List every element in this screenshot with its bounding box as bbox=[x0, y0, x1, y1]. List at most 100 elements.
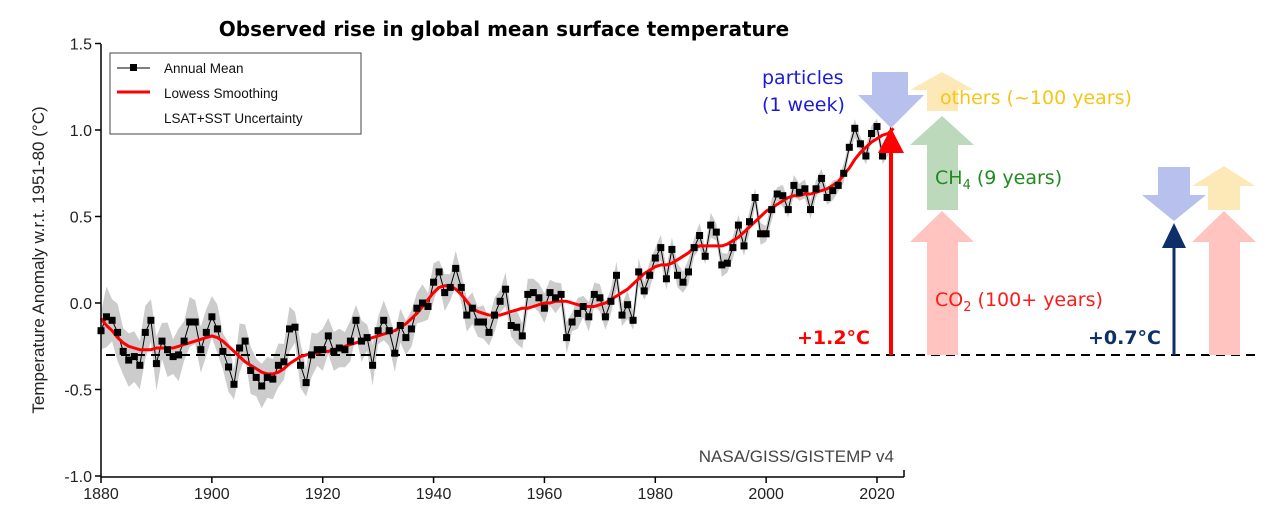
annual-mean-point bbox=[258, 382, 266, 390]
annual-mean-point bbox=[341, 346, 349, 354]
annual-mean-point bbox=[624, 301, 632, 309]
legend: Annual Mean Lowess Smoothing LSAT+SST Un… bbox=[109, 52, 362, 135]
annual-mean-point bbox=[230, 380, 238, 388]
annual-mean-point bbox=[141, 328, 149, 336]
annual-mean-point bbox=[363, 334, 371, 342]
annual-mean-point bbox=[358, 337, 365, 345]
annual-mean-point bbox=[840, 169, 848, 177]
x-tick-label: 1920 bbox=[305, 486, 341, 503]
annual-mean-point bbox=[563, 334, 571, 342]
annual-mean-point bbox=[762, 230, 770, 238]
ch4-arrow bbox=[910, 116, 974, 210]
annual-mean-point bbox=[385, 327, 393, 335]
source-label: NASA/GISS/GISTEMP v4 bbox=[699, 447, 894, 466]
annual-mean-point bbox=[585, 313, 593, 321]
annual-mean-point bbox=[856, 140, 864, 148]
annual-mean-point bbox=[369, 361, 377, 369]
annual-mean-point bbox=[668, 245, 676, 253]
legend-uncertainty-label: LSAT+SST Uncertainty bbox=[164, 111, 303, 126]
annual-mean-point bbox=[352, 316, 360, 324]
annual-mean-point bbox=[596, 294, 604, 302]
annual-mean-point bbox=[707, 221, 715, 229]
particles-arrow bbox=[858, 72, 924, 128]
annual-mean-point bbox=[685, 268, 692, 276]
annual-mean-point bbox=[402, 334, 410, 342]
annual-mean-point bbox=[419, 299, 426, 307]
annual-mean-point bbox=[607, 297, 615, 305]
annual-mean-point bbox=[507, 322, 515, 329]
annual-mean-point bbox=[391, 349, 399, 357]
future-warming-label: +0.7°C bbox=[1088, 327, 1161, 349]
x-tick-label: 1900 bbox=[194, 486, 230, 503]
annual-mean-point bbox=[424, 303, 432, 310]
x-tick-label: 2000 bbox=[748, 486, 784, 503]
chart-title: Observed rise in global mean surface tem… bbox=[219, 17, 789, 41]
annual-mean-point bbox=[219, 347, 227, 355]
ch4-label: CH4 (9 years) bbox=[935, 167, 1062, 193]
annual-mean-point bbox=[396, 322, 404, 329]
annual-mean-point bbox=[175, 351, 183, 359]
annual-mean-point bbox=[346, 337, 354, 345]
forcing-arrows-current bbox=[858, 72, 974, 355]
annual-mean-point bbox=[158, 337, 166, 345]
y-tick-label: 1.0 bbox=[70, 123, 92, 140]
annual-mean-point bbox=[795, 188, 803, 196]
annual-mean-point bbox=[712, 228, 720, 236]
annual-mean-point bbox=[784, 206, 792, 214]
annual-mean-point bbox=[208, 313, 216, 321]
annual-mean-point bbox=[818, 174, 826, 182]
annual-mean-point bbox=[513, 323, 521, 331]
annual-mean-point bbox=[740, 242, 748, 250]
annual-mean-point bbox=[535, 294, 543, 302]
annual-mean-point bbox=[452, 264, 460, 272]
annual-mean-point bbox=[546, 289, 554, 297]
annual-mean-point bbox=[746, 218, 753, 226]
annual-mean-point bbox=[441, 289, 449, 297]
annual-mean-point bbox=[574, 309, 582, 317]
future-warming-arrow-head bbox=[1162, 223, 1186, 248]
annual-mean-point bbox=[280, 358, 288, 366]
annual-mean-point bbox=[291, 323, 299, 331]
annual-mean-point bbox=[779, 192, 787, 200]
annual-mean-point bbox=[646, 271, 654, 279]
annual-mean-point bbox=[446, 283, 454, 291]
annual-mean-point bbox=[812, 185, 820, 193]
annual-mean-point bbox=[640, 287, 648, 295]
annual-mean-point bbox=[374, 327, 382, 335]
x-tick-label: 1960 bbox=[527, 486, 563, 503]
annual-mean-point bbox=[252, 373, 260, 381]
annual-mean-point bbox=[485, 328, 493, 336]
annual-mean-point bbox=[324, 332, 332, 340]
annual-mean-point bbox=[679, 278, 687, 286]
y-tick-label: -0.5 bbox=[64, 383, 92, 400]
annual-mean-point bbox=[297, 361, 304, 369]
others-arrow-future bbox=[1192, 166, 1255, 210]
y-tick-label: -1.0 bbox=[64, 469, 92, 486]
annual-mean-point bbox=[834, 181, 842, 189]
annual-mean-point bbox=[480, 318, 487, 326]
annual-mean-point bbox=[330, 347, 338, 355]
annual-mean-point bbox=[491, 311, 498, 319]
annual-mean-point bbox=[186, 318, 194, 326]
annual-mean-point bbox=[302, 379, 310, 387]
others-label: others (~100 years) bbox=[940, 87, 1132, 109]
legend-lowess-label: Lowess Smoothing bbox=[164, 86, 278, 101]
annual-mean-point bbox=[862, 152, 870, 160]
annual-mean-point bbox=[790, 181, 798, 189]
annual-mean-point bbox=[202, 328, 210, 336]
annual-mean-point bbox=[662, 275, 670, 283]
uncertainty-band bbox=[101, 92, 894, 409]
annual-mean-point bbox=[651, 254, 659, 262]
annual-mean-point bbox=[380, 316, 388, 324]
annual-mean-point bbox=[502, 285, 510, 293]
annual-mean-point bbox=[601, 313, 609, 321]
annual-mean-point bbox=[180, 337, 188, 345]
annual-mean-point bbox=[319, 346, 327, 354]
annual-mean-point bbox=[247, 367, 255, 374]
annual-mean-point bbox=[873, 123, 881, 130]
annual-mean-point bbox=[674, 271, 681, 279]
annual-mean-point bbox=[269, 375, 277, 383]
annual-mean-point bbox=[613, 271, 620, 279]
annual-mean-point bbox=[241, 337, 249, 345]
annual-mean-point bbox=[119, 347, 127, 355]
